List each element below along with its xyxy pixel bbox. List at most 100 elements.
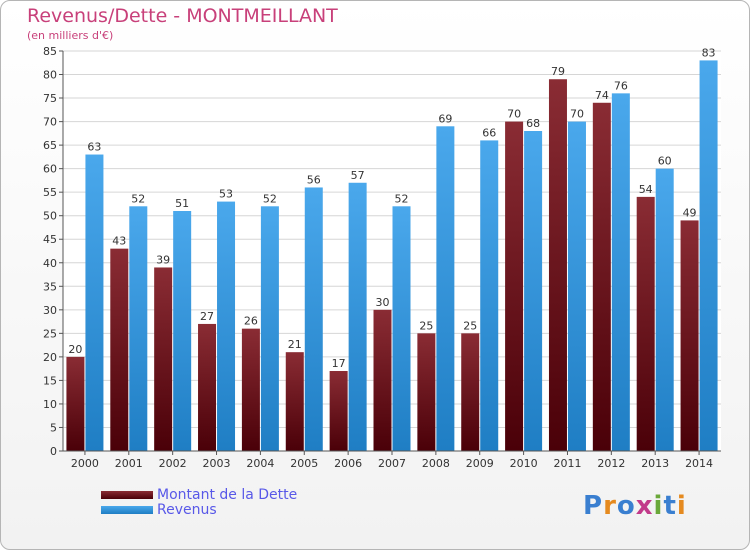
logo-letter: t: [663, 491, 677, 521]
bar-debt: [461, 333, 480, 451]
data-label-revenue: 70: [570, 108, 584, 121]
data-label-debt: 27: [200, 310, 214, 323]
bar-debt: [636, 196, 655, 451]
data-label-debt: 39: [156, 253, 170, 266]
x-tick-label: 2010: [510, 457, 538, 470]
x-tick-label: 2008: [422, 457, 450, 470]
bar-debt: [198, 323, 217, 451]
x-tick-label: 2004: [246, 457, 274, 470]
y-tick-label: 30: [43, 304, 57, 317]
legend-item-revenue: Revenus: [101, 501, 297, 518]
bar-debt: [548, 79, 567, 451]
logo-letter: x: [635, 491, 654, 521]
logo-letter: P: [583, 491, 604, 521]
y-tick-label: 65: [43, 139, 57, 152]
y-tick-label: 60: [43, 163, 57, 176]
bar-revenue: [611, 93, 630, 452]
bar-debt: [592, 102, 611, 451]
x-tick-label: 2007: [378, 457, 406, 470]
y-tick-label: 70: [43, 116, 57, 129]
x-tick-label: 2001: [115, 457, 143, 470]
data-label-revenue: 56: [307, 173, 321, 186]
bar-revenue: [655, 168, 674, 451]
bar-debt: [417, 333, 436, 451]
legend-label-debt: Montant de la Dette: [157, 486, 298, 503]
data-label-debt: 20: [68, 343, 82, 356]
y-tick-label: 45: [43, 233, 57, 246]
legend: Montant de la Dette Revenus: [101, 486, 298, 518]
x-tick-label: 2011: [553, 457, 581, 470]
bars-layer: [66, 60, 718, 452]
bar-revenue: [348, 182, 367, 451]
bar-debt: [110, 248, 129, 451]
x-tick-label: 2012: [597, 457, 625, 470]
chart-subtitle: (en milliers d'€): [27, 29, 114, 42]
y-tick-label: 5: [50, 421, 57, 434]
axis-layer: 0 5 10 15 20 25 30 35 40 45 50 55 60 65 70 75 80 85 2000 20…: [43, 45, 721, 470]
bar-debt: [505, 121, 524, 452]
data-label-revenue: 60: [658, 155, 672, 168]
x-tick-label: 2009: [466, 457, 494, 470]
data-label-debt: 74: [595, 89, 609, 102]
logo-letter: o: [616, 491, 636, 521]
y-tick-label: 25: [43, 327, 57, 340]
y-tick-label: 0: [50, 445, 57, 458]
y-tick-label: 50: [43, 210, 57, 223]
bar-debt: [154, 267, 173, 451]
y-tick-label: 80: [43, 69, 57, 82]
data-label-debt: 30: [376, 296, 390, 309]
data-label-revenue: 76: [614, 79, 628, 92]
data-label-revenue: 68: [526, 117, 540, 130]
bar-revenue: [260, 206, 279, 451]
legend-item-debt: Montant de la Dette: [101, 486, 298, 503]
bar-debt: [285, 352, 304, 451]
bar-revenue: [129, 206, 148, 451]
x-tick-label: 2013: [641, 457, 669, 470]
bar-debt: [329, 371, 348, 451]
legend-label-revenue: Revenus: [157, 501, 217, 518]
data-label-revenue: 69: [438, 112, 452, 125]
bar-debt: [241, 328, 260, 451]
bar-revenue: [436, 126, 455, 451]
x-tick-label: 2005: [290, 457, 318, 470]
bar-revenue: [524, 131, 543, 451]
logo-letter: r: [603, 491, 617, 521]
bar-revenue: [85, 154, 104, 451]
logo-letter: i: [676, 491, 687, 521]
data-label-revenue: 63: [87, 141, 101, 154]
data-label-debt: 49: [683, 206, 697, 219]
bar-revenue: [480, 140, 499, 452]
bar-revenue: [567, 121, 586, 452]
data-label-revenue: 57: [351, 169, 365, 182]
data-label-debt: 17: [332, 357, 346, 370]
data-label-debt: 26: [244, 315, 258, 328]
bar-revenue: [304, 187, 323, 451]
data-label-debt: 21: [288, 338, 302, 351]
data-label-revenue: 83: [702, 46, 716, 59]
legend-swatch-revenue: [101, 505, 153, 514]
x-tick-label: 2000: [71, 457, 99, 470]
data-label-revenue: 51: [175, 197, 189, 210]
x-tick-label: 2014: [685, 457, 713, 470]
x-tick-label: 2002: [159, 457, 187, 470]
y-tick-label: 75: [43, 92, 57, 105]
data-label-debt: 70: [507, 108, 521, 121]
proxiti-logo: Proxiti: [583, 491, 687, 521]
bar-debt: [373, 309, 392, 451]
data-label-debt: 43: [112, 235, 126, 248]
chart-title: Revenus/Dette - MONTMEILLANT: [27, 5, 338, 27]
y-tick-label: 85: [43, 45, 57, 58]
y-tick-label: 10: [43, 398, 57, 411]
data-label-debt: 54: [639, 183, 653, 196]
data-label-debt: 79: [551, 65, 565, 78]
x-tick-label: 2003: [203, 457, 231, 470]
data-label-debt: 25: [419, 319, 433, 332]
y-tick-label: 20: [43, 351, 57, 364]
y-tick-label: 55: [43, 186, 57, 199]
data-label-revenue: 66: [482, 126, 496, 139]
bar-revenue: [217, 201, 236, 451]
data-label-revenue: 53: [219, 188, 233, 201]
bar-revenue: [699, 60, 718, 451]
y-tick-label: 15: [43, 374, 57, 387]
